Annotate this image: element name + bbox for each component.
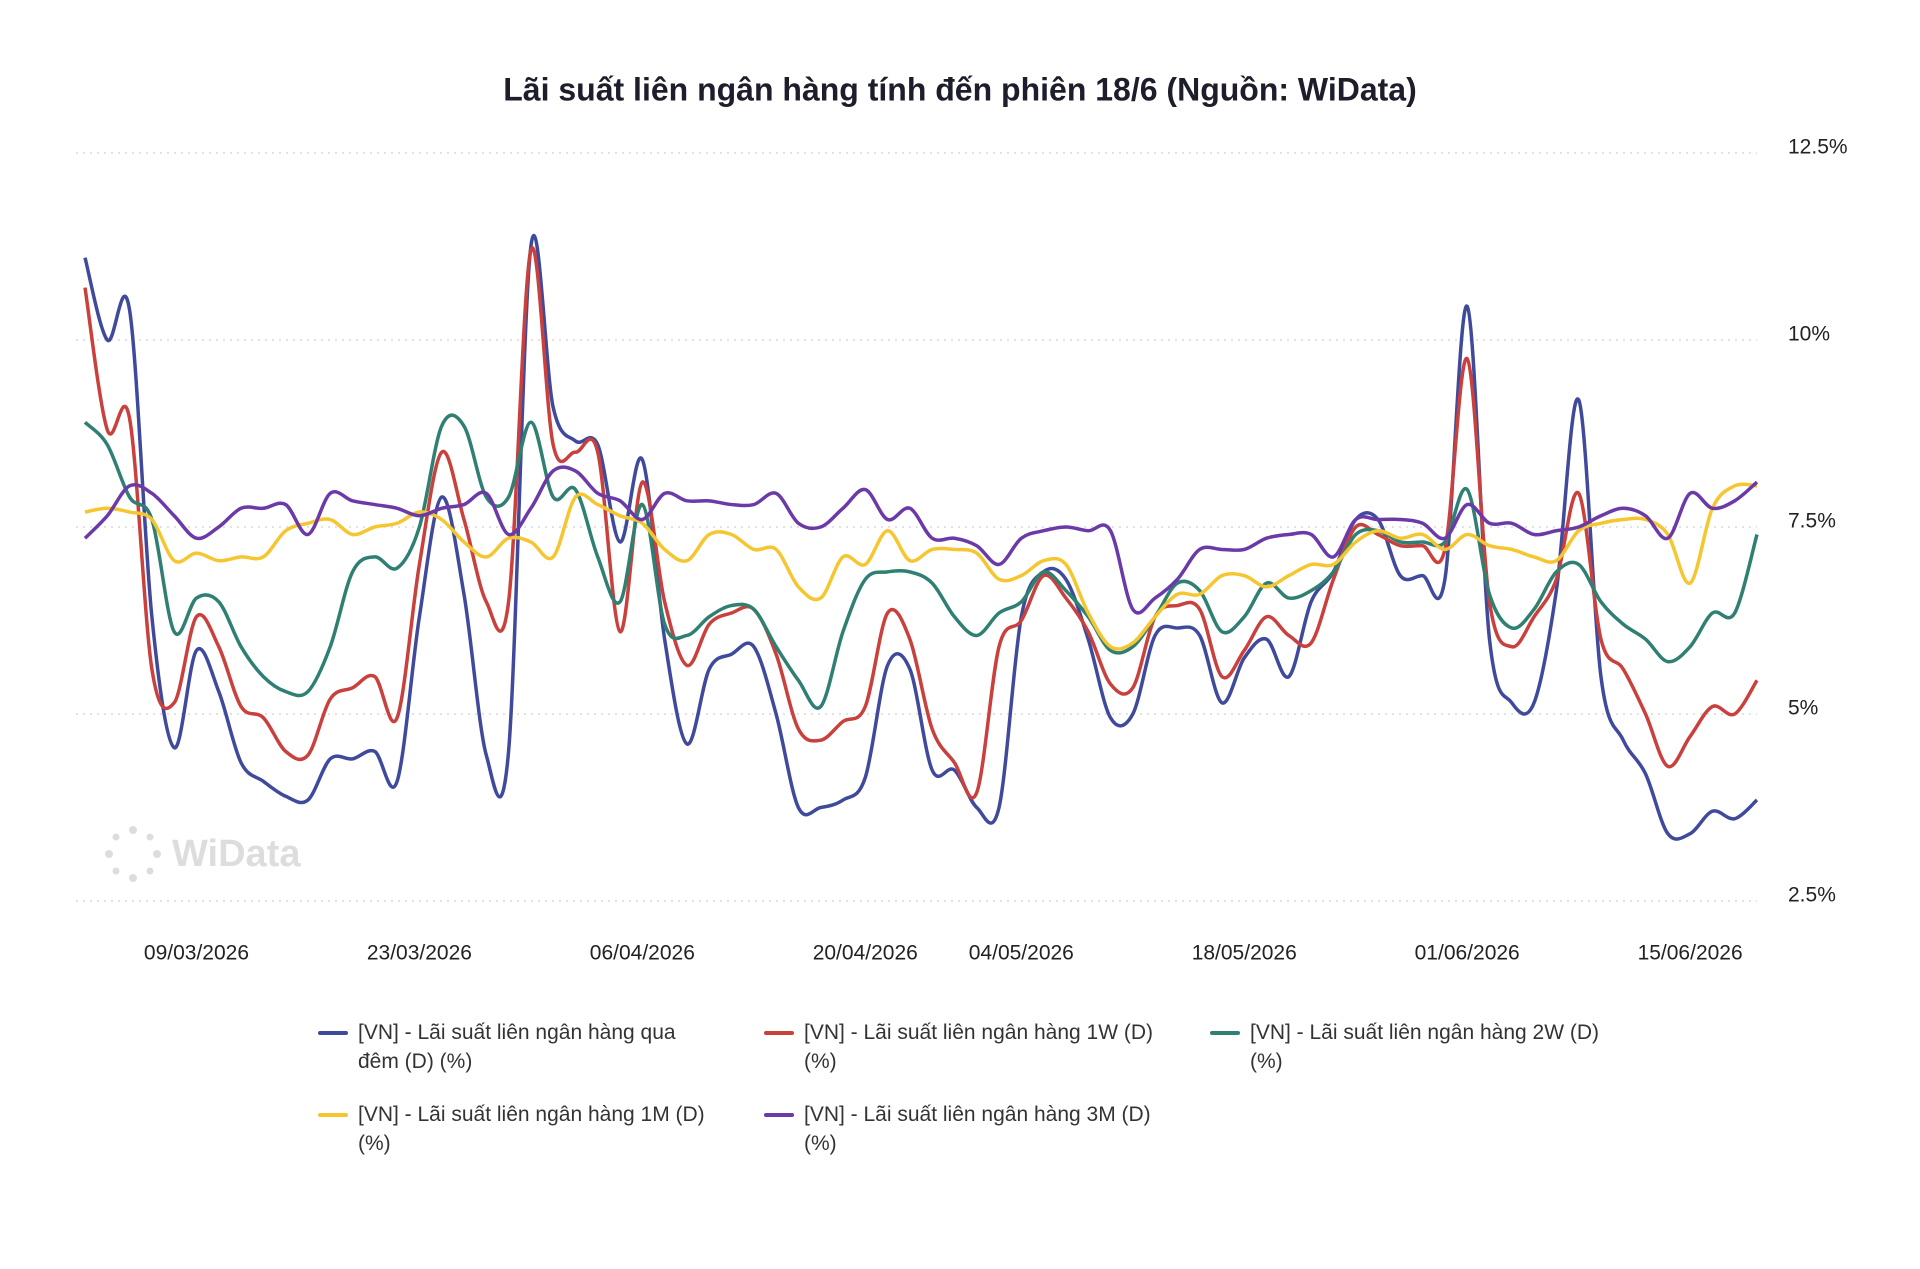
chart-title: Lãi suất liên ngân hàng tính đến phiên 1… <box>503 71 1417 107</box>
chart: Lãi suất liên ngân hàng tính đến phiên 1… <box>76 71 1848 965</box>
series-line <box>83 245 1759 800</box>
x-tick-label: 23/03/2026 <box>367 942 472 965</box>
x-tick-label: 01/06/2026 <box>1415 942 1520 965</box>
x-tick-label: 06/04/2026 <box>590 942 695 965</box>
y-tick-label: 2.5% <box>1788 884 1836 907</box>
legend-label: [VN] - Lãi suất liên ngân hàng 1W (D) (%… <box>804 1021 1154 1073</box>
legend-item[interactable]: [VN] - Lãi suất liên ngân hàng 1W (D) (%… <box>764 1018 1210 1076</box>
y-tick-label: 7.5% <box>1788 510 1836 533</box>
legend-label: [VN] - Lãi suất liên ngân hàng 1M (D) (%… <box>358 1103 705 1155</box>
y-tick-label: 10% <box>1788 323 1830 346</box>
series-line <box>84 482 1758 651</box>
x-tick-label: 18/05/2026 <box>1192 942 1297 965</box>
x-tick-label: 04/05/2026 <box>969 942 1074 965</box>
legend-swatch <box>318 1113 348 1117</box>
series-line <box>83 465 1759 615</box>
watermark: WiData <box>172 833 301 875</box>
legend-item[interactable]: [VN] - Lãi suất liên ngân hàng qua đêm (… <box>318 1018 764 1076</box>
legend-item[interactable]: [VN] - Lãi suất liên ngân hàng 1M (D) (%… <box>318 1100 764 1158</box>
legend-swatch <box>764 1113 794 1117</box>
legend-swatch <box>318 1031 348 1035</box>
series-line <box>83 413 1759 710</box>
legend-item[interactable]: [VN] - Lãi suất liên ngân hàng 2W (D) (%… <box>1210 1018 1656 1076</box>
y-tick-label: 5% <box>1788 697 1818 720</box>
legend-label: [VN] - Lãi suất liên ngân hàng 2W (D) (%… <box>1250 1021 1600 1073</box>
watermark-icon <box>105 826 161 882</box>
legend: [VN] - Lãi suất liên ngân hàng qua đêm (… <box>318 1018 1658 1158</box>
legend-swatch <box>764 1031 794 1035</box>
y-tick-label: 12.5% <box>1788 136 1848 159</box>
series-line <box>83 233 1759 841</box>
x-tick-label: 15/06/2026 <box>1638 942 1743 965</box>
legend-item[interactable]: [VN] - Lãi suất liên ngân hàng 3M (D) (%… <box>764 1100 1210 1158</box>
legend-label: [VN] - Lãi suất liên ngân hàng qua đêm (… <box>358 1021 676 1073</box>
legend-swatch <box>1210 1031 1240 1035</box>
legend-label: [VN] - Lãi suất liên ngân hàng 3M (D) (%… <box>804 1103 1151 1155</box>
x-tick-label: 20/04/2026 <box>813 942 918 965</box>
x-tick-label: 09/03/2026 <box>144 942 249 965</box>
